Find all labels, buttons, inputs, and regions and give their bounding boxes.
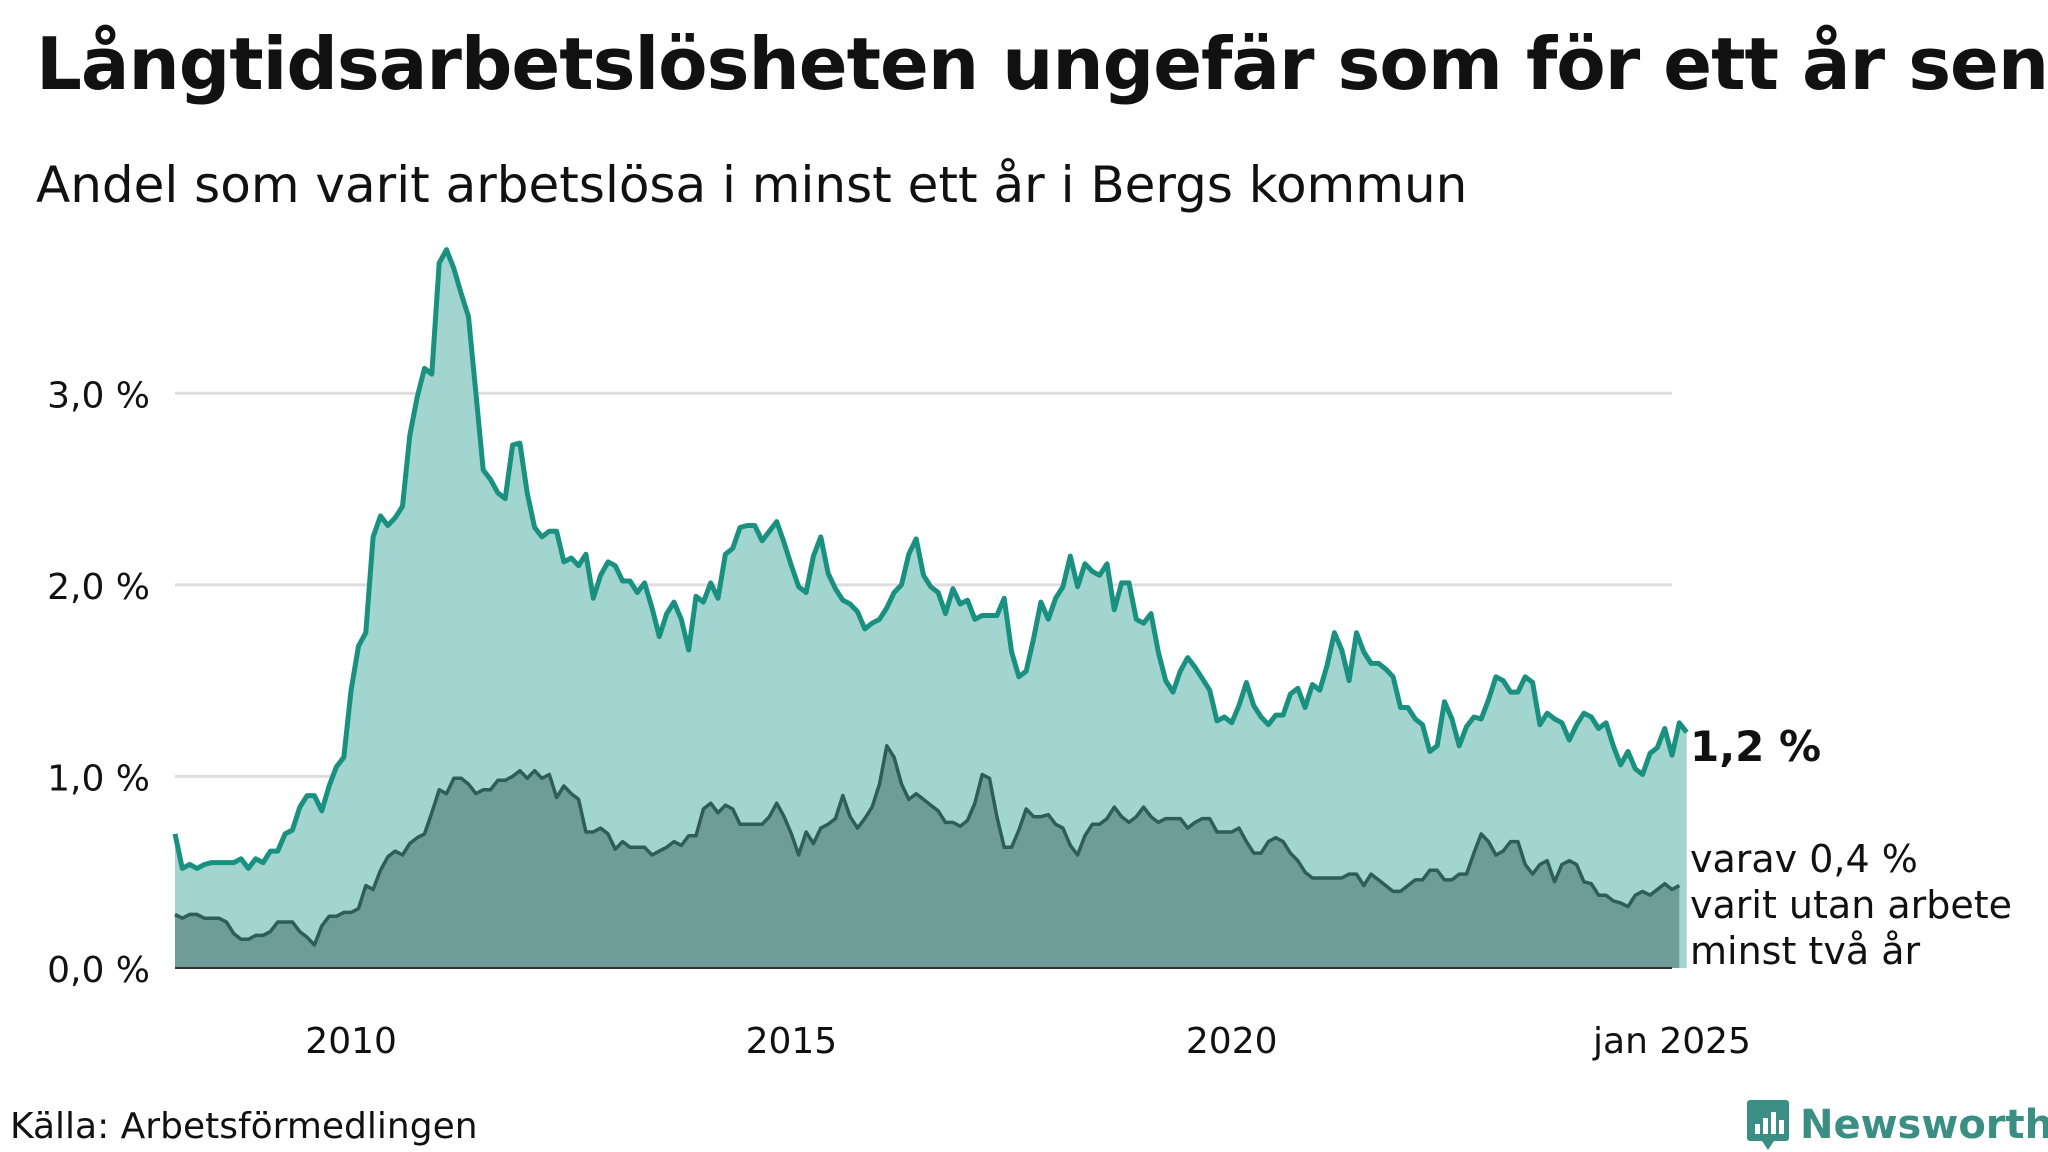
series-area-2 — [175, 745, 1680, 968]
y-tick-label: 2,0 % — [47, 567, 150, 608]
newsworthy-logo-icon — [1747, 1100, 1789, 1150]
y-tick-label: 3,0 % — [47, 375, 150, 416]
end-label-sub-line-3: minst två år — [1690, 929, 1921, 973]
end-label-sub: varav 0,4 % varit utan arbete minst två … — [1690, 836, 2012, 974]
newsworthy-logo[interactable]: Newsworthy — [1746, 1098, 2048, 1152]
y-tick-label: 1,0 % — [47, 758, 150, 799]
x-tick-label: 2015 — [746, 1021, 838, 1062]
chart-subtitle: Andel som varit arbetslösa i minst ett å… — [36, 156, 1468, 214]
y-tick-label: 0,0 % — [47, 950, 150, 991]
newsworthy-logo-text: Newsworthy — [1800, 1102, 2048, 1148]
series-line-2 — [174, 744, 1681, 947]
x-tick-label: 2010 — [305, 1021, 397, 1062]
x-tick-label: jan 2025 — [1592, 1021, 1751, 1062]
chart-title: Långtidsarbetslösheten ungefär som för e… — [36, 22, 2048, 106]
end-label-main: 1,2 % — [1690, 722, 1822, 771]
x-tick-label: 2020 — [1186, 1021, 1278, 1062]
end-label-sub-line-1: varav 0,4 % — [1690, 837, 1918, 881]
end-label-sub-line-2: varit utan arbete — [1690, 883, 2013, 927]
series-line-1 — [172, 247, 1689, 871]
source-note: Källa: Arbetsförmedlingen — [10, 1106, 478, 1147]
